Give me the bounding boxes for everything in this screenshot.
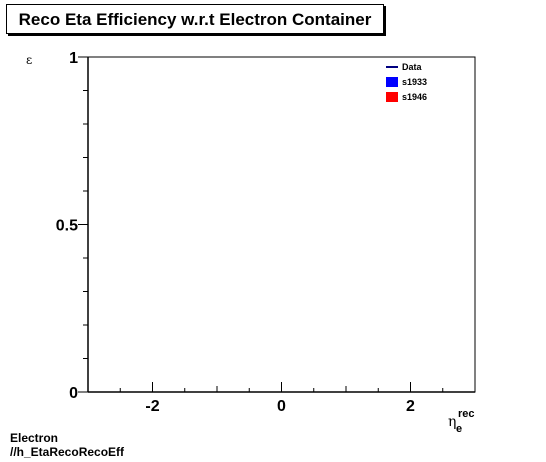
axes-group: 0 0.5 1 -2 0 2 xyxy=(56,50,476,415)
x-tick-label: 0 xyxy=(277,398,286,415)
x-axis-label: η xyxy=(448,414,456,430)
plot-title-box: Reco Eta Efficiency w.r.t Electron Conta… xyxy=(6,4,384,34)
legend: Data s1933 s1946 xyxy=(386,62,427,102)
plot-frame xyxy=(87,56,476,393)
y-axis-label: ε xyxy=(26,53,32,67)
legend-marker-s1933 xyxy=(386,77,398,87)
legend-label-data: Data xyxy=(402,62,423,72)
footer-line-2: //h_EtaRecoRecoEff xyxy=(10,445,125,459)
plot-title: Reco Eta Efficiency w.r.t Electron Conta… xyxy=(18,10,372,29)
x-axis-label-sup: rec xyxy=(458,408,475,420)
x-axis-label-sub: e xyxy=(456,423,462,435)
x-tick-label: -2 xyxy=(145,398,159,415)
footer-line-1: Electron xyxy=(10,431,59,445)
x-axis-label-main: η xyxy=(448,414,456,430)
y-tick-label: 0.5 xyxy=(56,218,78,235)
legend-marker-s1946 xyxy=(386,92,398,102)
y-tick-label: 1 xyxy=(69,50,78,67)
x-tick-label: 2 xyxy=(406,398,415,415)
legend-label-s1933: s1933 xyxy=(402,77,427,87)
legend-label-s1946: s1946 xyxy=(402,92,427,102)
y-tick-label: 0 xyxy=(69,385,78,402)
